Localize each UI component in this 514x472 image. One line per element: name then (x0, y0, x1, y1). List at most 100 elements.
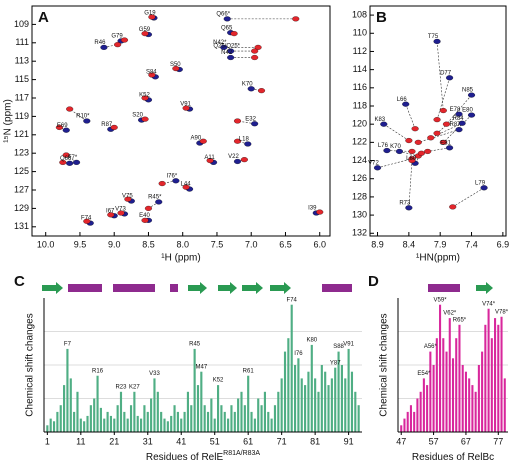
peak-label: L66 (397, 97, 408, 103)
bar (490, 338, 493, 432)
peak (427, 135, 435, 141)
peak (417, 150, 425, 156)
peak (433, 117, 441, 123)
peak (233, 118, 242, 124)
bar (439, 304, 442, 432)
strand (42, 282, 63, 294)
bar (163, 418, 166, 432)
bar (448, 318, 451, 432)
bar (484, 324, 487, 432)
bar (190, 405, 193, 432)
bar (347, 348, 350, 432)
bar (96, 375, 99, 432)
x-tick-label: 11 (76, 436, 85, 446)
peak-label: R73 (399, 200, 411, 206)
peak (442, 121, 451, 127)
peak-label: K83 (374, 117, 385, 123)
peak (411, 126, 419, 132)
y-axis-title: Chemical shift changes (25, 313, 36, 416)
strand (218, 282, 237, 294)
bar (193, 348, 196, 432)
bar (422, 378, 425, 432)
y-tick-label: 131 (14, 221, 29, 231)
peak-label: E78 (450, 107, 461, 113)
y-tick-label: 122 (352, 137, 367, 147)
panel-letter: B (376, 9, 387, 26)
bar-annotation: F74 (287, 297, 298, 303)
bar (287, 338, 290, 432)
peak-label: R84 (453, 116, 465, 122)
peak-label: E32 (245, 116, 256, 122)
y-tick-label: 112 (353, 46, 367, 56)
bar (59, 405, 62, 432)
peak (433, 38, 441, 45)
peak (148, 72, 156, 78)
peak-label: V22 (228, 154, 239, 160)
x-tick-label: 8.0 (176, 239, 189, 249)
peak-label: L60 (406, 156, 417, 162)
bar (79, 418, 82, 432)
panel-letter: D (368, 273, 379, 290)
x-axis-title-sup: R81A/R83A (223, 450, 260, 457)
peak (182, 184, 190, 190)
peak (408, 157, 416, 164)
bar (283, 351, 287, 432)
peak-label: Q66 (60, 156, 72, 162)
x-tick-label: 67 (461, 436, 471, 446)
peak (446, 145, 454, 151)
peak (424, 148, 432, 155)
bar (210, 398, 213, 432)
peak (405, 205, 413, 211)
bar (340, 365, 343, 432)
bar (206, 411, 210, 432)
peak (172, 178, 180, 184)
peak (141, 116, 149, 122)
peak (120, 37, 129, 43)
peak-label: I76* (167, 173, 178, 179)
bar (344, 378, 347, 432)
x-axis-title: Residues of RelER81A/R83A (146, 450, 261, 463)
bar (183, 411, 186, 432)
peak (141, 31, 149, 37)
peak (155, 199, 163, 205)
x-tick-label: 6.9 (497, 239, 510, 249)
strand (242, 282, 263, 294)
bar (247, 375, 250, 432)
peak-label: R87 (449, 122, 461, 128)
y-tick-label: 110 (353, 28, 367, 38)
peak (148, 14, 156, 20)
bar (314, 378, 317, 432)
bar (445, 351, 448, 432)
peak-label: Q25/Q25* (213, 44, 240, 50)
peak-label: K70 (390, 144, 401, 150)
bar (243, 405, 246, 432)
peak-label: I67 (106, 208, 115, 214)
x-axis-title-main: Residues of RelBc (412, 452, 494, 463)
bar (253, 418, 256, 432)
y-tick-label: 109 (14, 19, 29, 29)
peak (66, 160, 74, 166)
bar-annotation: K27 (129, 384, 140, 390)
bar (334, 367, 337, 432)
x-tick-label: 8.5 (142, 239, 155, 249)
peak-label: S50 (170, 62, 181, 68)
bar (176, 411, 179, 432)
peak (83, 118, 91, 124)
x-tick-label: 7.4 (465, 239, 478, 249)
bar (468, 378, 471, 432)
peak (402, 101, 410, 107)
x-tick-label: 77 (493, 436, 503, 446)
peak (254, 44, 262, 50)
peak (405, 137, 413, 144)
bar (119, 391, 123, 432)
bar (103, 418, 106, 432)
peak (439, 139, 447, 145)
bar (477, 365, 480, 432)
bar (357, 405, 360, 432)
peak-label: R45* (148, 195, 162, 201)
shift-connector (436, 77, 450, 120)
peak (251, 121, 259, 127)
peak (439, 107, 447, 114)
peak (62, 127, 70, 133)
y-axis-title: Chemical shift changes (379, 313, 390, 416)
